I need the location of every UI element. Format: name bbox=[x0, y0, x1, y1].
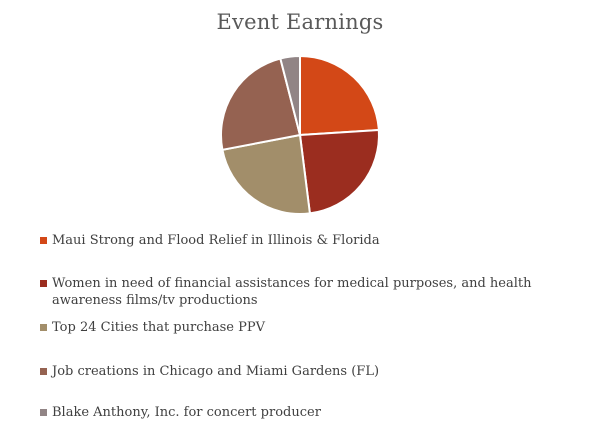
legend-swatch bbox=[40, 280, 47, 287]
legend-item-job-creations: Job creations in Chicago and Miami Garde… bbox=[40, 363, 590, 380]
legend-item-women-medical: Women in need of financial assistances f… bbox=[40, 275, 590, 309]
legend-item-blake-anthony: Blake Anthony, Inc. for concert producer bbox=[40, 404, 590, 421]
legend-swatch bbox=[40, 237, 47, 244]
legend-label: Blake Anthony, Inc. for concert producer bbox=[52, 405, 321, 420]
legend-swatch bbox=[40, 324, 47, 331]
legend-swatch bbox=[40, 368, 47, 375]
pie-slice-job-creations bbox=[220, 57, 302, 151]
pie-slice-top-24-cities bbox=[221, 133, 312, 215]
legend-swatch bbox=[40, 409, 47, 416]
legend-item-maui-strong: Maui Strong and Flood Relief in Illinois… bbox=[40, 232, 590, 249]
chart-title: Event Earnings bbox=[216, 10, 384, 34]
pie-chart bbox=[220, 54, 380, 215]
legend-label: Top 24 Cities that purchase PPV bbox=[52, 320, 265, 335]
legend-label: Women in need of financial assistances f… bbox=[52, 276, 532, 308]
legend-label: Maui Strong and Flood Relief in Illinois… bbox=[52, 233, 380, 248]
pie-slice-women-medical bbox=[298, 128, 380, 215]
legend-label: Job creations in Chicago and Miami Garde… bbox=[52, 364, 380, 379]
legend-item-top-24-cities: Top 24 Cities that purchase PPV bbox=[40, 319, 590, 336]
pie-slice-maui-strong bbox=[299, 54, 380, 137]
pie-slice-blake-anthony bbox=[279, 54, 301, 136]
